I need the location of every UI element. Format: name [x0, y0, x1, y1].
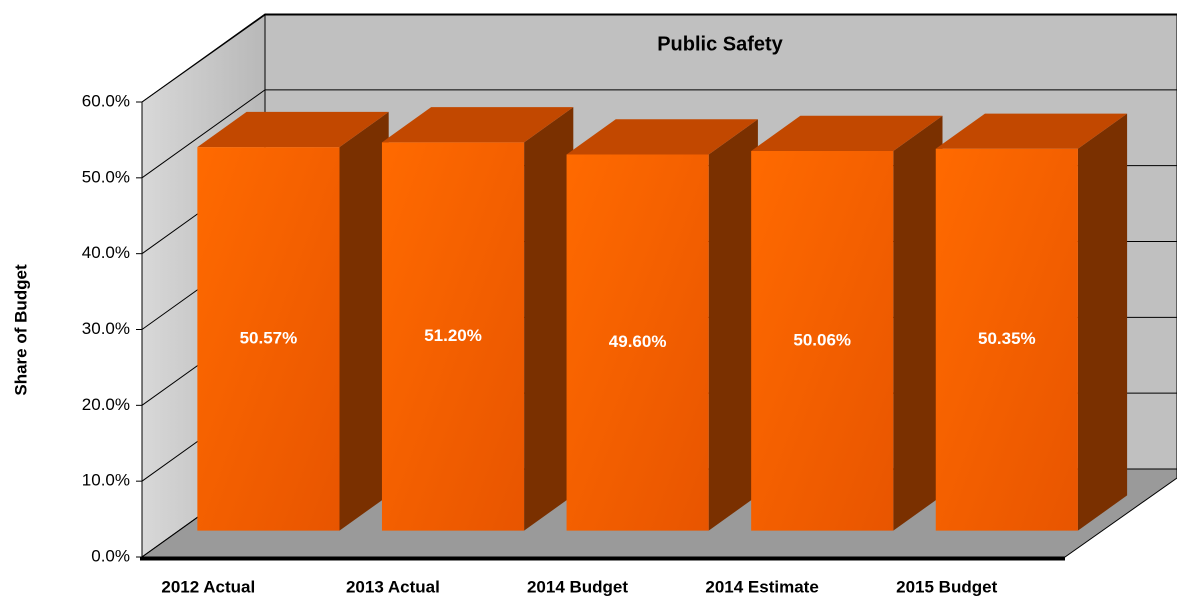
bar-side [524, 107, 574, 531]
y-tick-label: 30.0% [82, 319, 130, 338]
bar [751, 150, 894, 531]
y-tick-label: 50.0% [82, 167, 130, 186]
bar-top [935, 113, 1128, 149]
y-tick-label: 0.0% [91, 546, 130, 565]
y-tick-label: 40.0% [82, 243, 130, 262]
bar-top [197, 111, 389, 148]
x-tick-label: 2015 Budget [896, 577, 997, 596]
x-tick-label: 2014 Budget [527, 577, 628, 596]
value-label: 50.35% [978, 329, 1036, 348]
bar-top [381, 107, 574, 143]
bar-side [708, 119, 758, 531]
x-tick-label: 2012 Actual [161, 577, 255, 596]
value-label: 50.06% [793, 330, 851, 349]
value-label: 49.60% [609, 332, 667, 351]
grid-line [141, 13, 1177, 103]
bar-side [1077, 113, 1128, 531]
bars: 50.57% 51.20% 49.60% 50.06% 50.35% [197, 107, 1128, 531]
y-tick-label: 60.0% [82, 91, 130, 110]
grid-line [141, 89, 1177, 179]
bar-side [893, 115, 943, 531]
bar-top [566, 119, 758, 155]
bar-side [339, 111, 389, 531]
y-axis-label: Share of Budget [11, 264, 30, 396]
value-label: 50.57% [240, 328, 298, 347]
bar [935, 148, 1078, 531]
bar [197, 147, 340, 531]
y-tick-label: 20.0% [82, 395, 130, 414]
bar [381, 142, 525, 531]
bar-top [751, 115, 943, 151]
value-label: 51.20% [424, 326, 482, 345]
x-tick-label: 2013 Actual [346, 577, 440, 596]
y-tick-label: 10.0% [82, 471, 130, 490]
bar [566, 154, 709, 531]
chart-title: Public Safety [657, 33, 783, 55]
x-tick-label: 2014 Estimate [705, 577, 818, 596]
